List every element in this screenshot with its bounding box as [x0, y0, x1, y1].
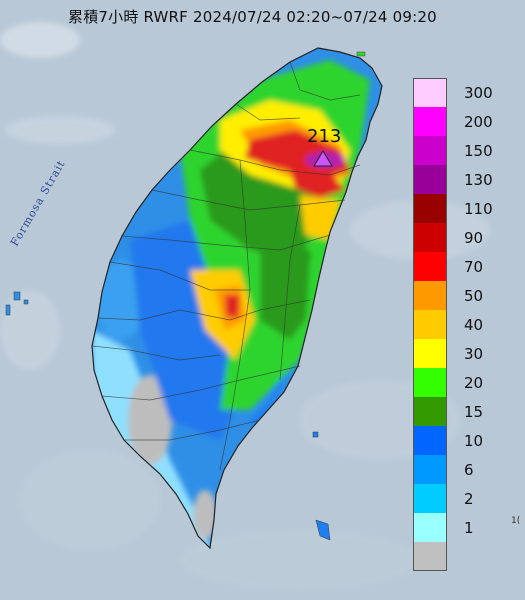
legend-swatch [413, 136, 447, 165]
legend-label: 200 [464, 112, 493, 131]
legend-swatch [413, 455, 447, 484]
legend-label: 6 [464, 460, 474, 479]
legend-label: 2 [464, 489, 474, 508]
max-marker-triangle [313, 150, 333, 167]
legend-swatch [413, 484, 447, 513]
legend-swatch [413, 426, 447, 455]
legend-label: 20 [464, 373, 484, 392]
legend-swatch [413, 513, 447, 542]
legend-label: 1 [464, 518, 474, 537]
taiwan-coastline [91, 47, 383, 550]
legend-label: 30 [464, 344, 484, 363]
legend-swatch [413, 397, 447, 426]
legend-label: 90 [464, 228, 484, 247]
legend-swatch [413, 165, 447, 194]
map-title: 累積7小時 RWRF 2024/07/24 02:20~07/24 09:20 [68, 8, 437, 26]
color-legend: 300 200 150 130 110 90 70 50 40 30 20 15 10 6 2 1 [413, 78, 523, 572]
legend-swatch [413, 542, 447, 571]
legend-label: 130 [464, 170, 493, 189]
edge-label: 1( [511, 516, 521, 526]
legend-label: 300 [464, 83, 493, 102]
legend-label: 40 [464, 315, 484, 334]
legend-label: 15 [464, 402, 484, 421]
legend-swatch [413, 368, 447, 397]
max-value-label: 213 [307, 126, 342, 147]
legend-label: 110 [464, 199, 493, 218]
legend-swatch [413, 252, 447, 281]
legend-swatch [413, 339, 447, 368]
legend-swatch [413, 223, 447, 252]
legend-swatch [413, 194, 447, 223]
legend-swatch [413, 310, 447, 339]
legend-label: 10 [464, 431, 484, 450]
legend-label: 50 [464, 286, 484, 305]
legend-label: 150 [464, 141, 493, 160]
offshore-islands [5, 51, 366, 541]
legend-swatch [413, 281, 447, 310]
legend-swatch [413, 78, 447, 107]
legend-swatch [413, 107, 447, 136]
county-boundaries [91, 61, 361, 471]
legend-label: 70 [464, 257, 484, 276]
